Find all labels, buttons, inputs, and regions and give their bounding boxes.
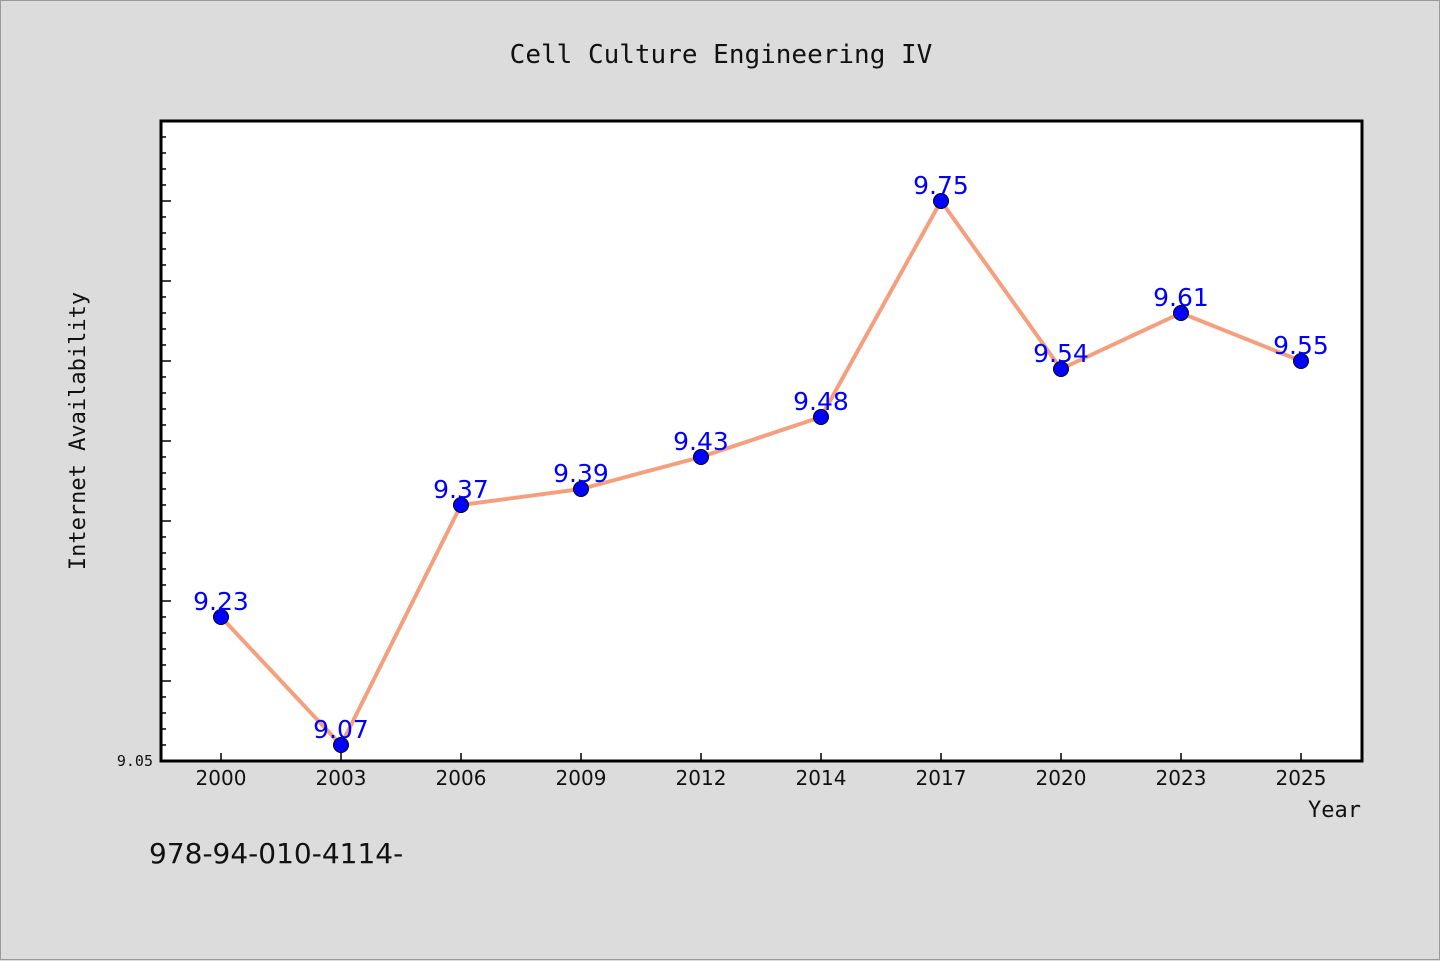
x-tick-label: 2003: [316, 766, 367, 790]
x-tick-label: 2000: [196, 766, 247, 790]
data-label: 9.39: [553, 459, 609, 488]
x-tick-label: 2012: [676, 766, 727, 790]
data-point: [933, 193, 949, 209]
data-point: [693, 449, 709, 465]
series-group: 9.23 9.07 9.37 9.39 9.43 9.48 9.75 9.54 9.61 9.55: [193, 171, 1329, 753]
footer-text: 978-94-010-4114-: [149, 837, 403, 870]
x-tick-label: 2017: [916, 766, 967, 790]
y-axis-label: Internet Availability: [66, 292, 91, 570]
data-label: 9.55: [1273, 331, 1329, 360]
data-label: 9.61: [1153, 283, 1209, 312]
data-label: 9.23: [193, 587, 249, 616]
x-axis-label: Year: [1308, 798, 1361, 823]
x-tick-label: 2020: [1036, 766, 1087, 790]
plot-area: [159, 119, 1364, 763]
chart-title: Cell Culture Engineering IV: [510, 40, 933, 70]
data-label: 9.07: [313, 715, 369, 744]
data-point: [813, 409, 829, 425]
data-point: [1293, 353, 1309, 369]
data-label: 9.54: [1033, 339, 1089, 368]
data-point: [333, 737, 349, 753]
series-line: [219, 199, 1302, 747]
x-tick-label: 2009: [556, 766, 607, 790]
data-label: 9.75: [913, 171, 969, 200]
y-tick-label: 9.05: [117, 752, 153, 770]
x-tick-label: 2025: [1276, 766, 1327, 790]
x-tick-label: 2006: [436, 766, 487, 790]
x-tick-label: 2023: [1156, 766, 1207, 790]
data-point: [453, 497, 469, 513]
data-point: [1173, 305, 1189, 321]
data-label: 9.37: [433, 475, 489, 504]
x-tick-label: 2014: [796, 766, 847, 790]
data-point: [1053, 361, 1069, 377]
data-point: [213, 609, 229, 625]
data-label: 9.48: [793, 387, 849, 416]
data-label: 9.43: [673, 427, 729, 456]
y-axis-ticks: 9.05: [117, 120, 171, 770]
data-point: [573, 481, 589, 497]
x-axis-ticks: 2000 2003 2006 2009 2012 2014 2017 2020 2023 2025: [196, 753, 1327, 790]
